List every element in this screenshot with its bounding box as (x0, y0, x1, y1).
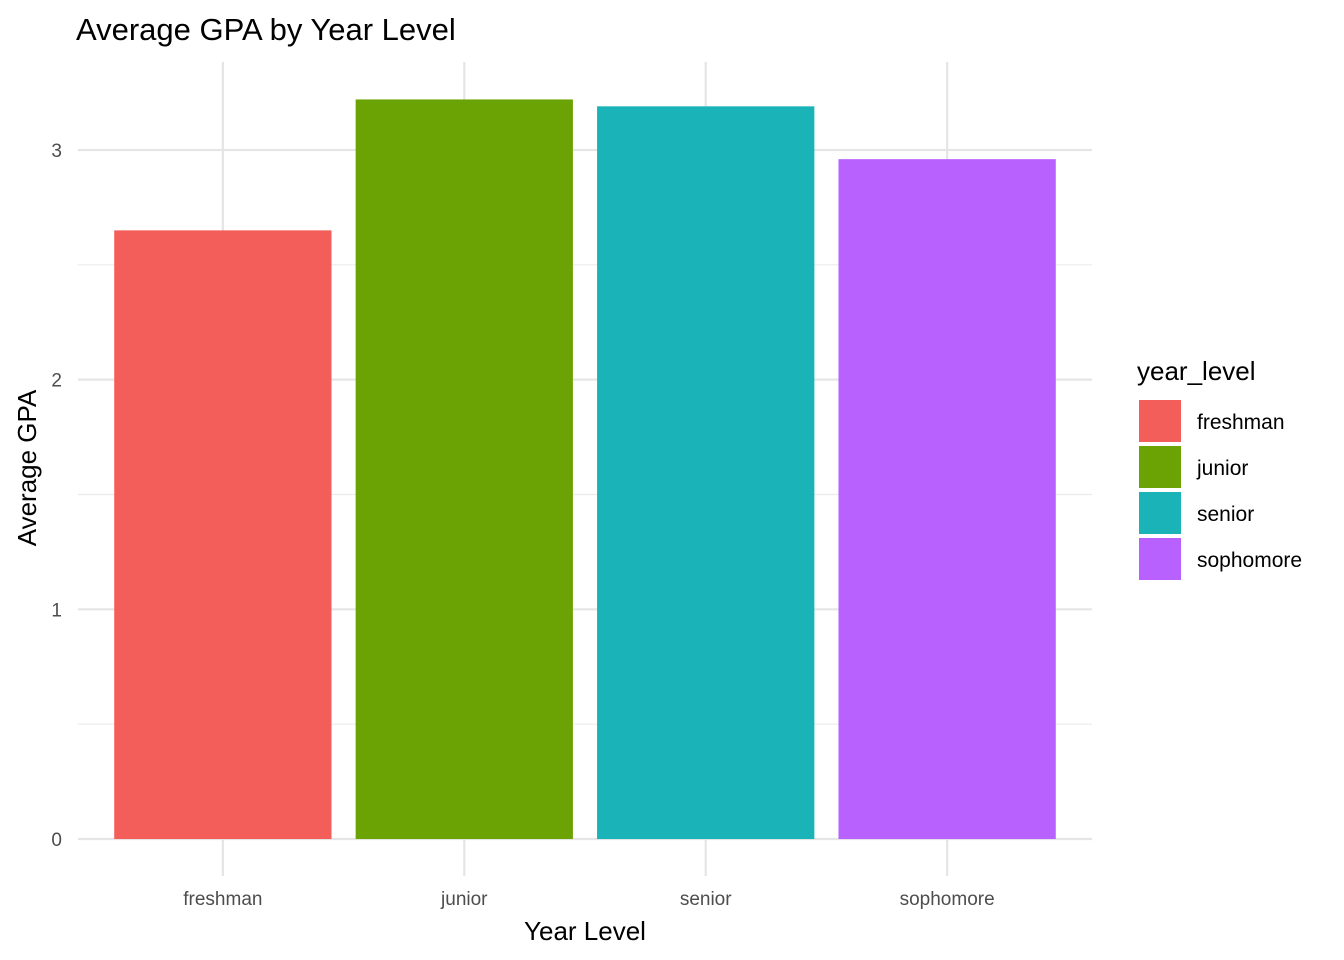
legend-swatch-senior (1139, 492, 1181, 534)
y-tick-label: 0 (51, 830, 62, 851)
bar-junior (355, 99, 573, 840)
y-axis-title: Average GPA (12, 389, 42, 546)
bar-senior (597, 106, 815, 840)
legend-label: freshman (1197, 411, 1285, 434)
legend-swatch-freshman (1139, 400, 1181, 442)
bar-freshman (114, 230, 332, 840)
legend-label: junior (1196, 457, 1248, 480)
legend-label: senior (1197, 503, 1254, 526)
x-axis-title: Year Level (524, 916, 646, 946)
y-tick-label: 1 (51, 600, 62, 621)
x-tick-label: sophomore (900, 889, 995, 910)
y-axis-ticks: 0 1 2 3 (51, 141, 62, 851)
x-tick-label: senior (680, 889, 732, 910)
legend-title: year_level (1137, 356, 1256, 386)
x-axis-ticks: freshman junior senior sophomore (183, 889, 994, 910)
bars (114, 99, 1056, 840)
legend-label: sophomore (1197, 549, 1302, 572)
legend-swatch-sophomore (1139, 538, 1181, 580)
legend-swatch-junior (1139, 446, 1181, 488)
chart-title: Average GPA by Year Level (76, 12, 456, 47)
x-tick-label: junior (440, 889, 488, 910)
y-tick-label: 3 (51, 141, 62, 162)
y-tick-label: 2 (51, 371, 62, 392)
x-tick-label: freshman (183, 889, 262, 910)
legend: year_level freshman junior senior sophomore (1137, 356, 1302, 580)
bar-sophomore (838, 159, 1056, 840)
